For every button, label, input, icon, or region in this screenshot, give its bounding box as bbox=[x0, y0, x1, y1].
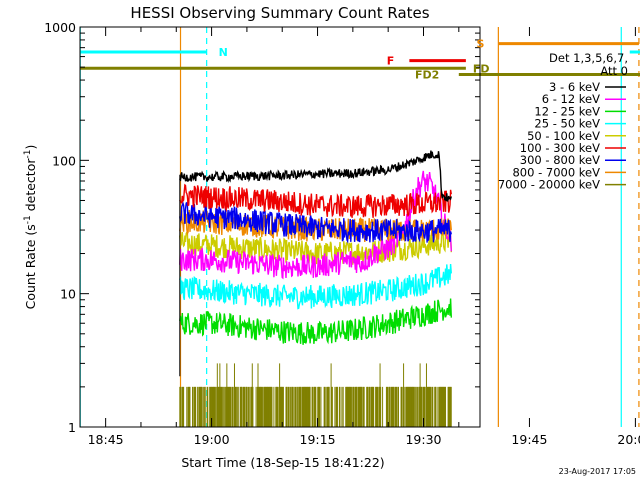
y-axis-label: Count Rate (s-1 detector-1) bbox=[23, 145, 38, 310]
x-tick-label: 19:00 bbox=[194, 432, 230, 447]
series-7000-20000-kev bbox=[179, 363, 452, 427]
legend-label: 100 - 300 keV bbox=[520, 141, 600, 155]
series-100-300-kev bbox=[179, 183, 452, 218]
series-3-6-kev bbox=[179, 150, 452, 202]
legend-label: 6 - 12 keV bbox=[542, 92, 600, 106]
series-6-12-kev bbox=[179, 170, 452, 280]
chart-title: HESSI Observing Summary Count Rates bbox=[130, 4, 429, 22]
x-axis-label: Start Time (18-Sep-15 18:41:22) bbox=[181, 455, 384, 470]
series-300-800-kev bbox=[179, 201, 452, 244]
axis-ticks: 18:4519:0019:1519:3019:4520:0020:1511010… bbox=[44, 20, 640, 447]
state-label-fd2: FD2 bbox=[415, 69, 439, 82]
x-tick-label: 19:45 bbox=[511, 432, 547, 447]
plot-frame bbox=[79, 26, 481, 428]
y-tick-label: 1000 bbox=[44, 20, 76, 35]
legend-label: 25 - 50 keV bbox=[534, 117, 600, 131]
x-tick-label: 19:15 bbox=[300, 432, 336, 447]
legend-label: 12 - 25 keV bbox=[534, 104, 600, 118]
state-label-s: S bbox=[476, 38, 484, 51]
x-tick-label: 19:30 bbox=[405, 432, 441, 447]
instrument-state-lines bbox=[79, 27, 640, 427]
legend-header-detectors: Det 1,3,5,6,7, bbox=[549, 51, 628, 65]
state-label-fd: FD bbox=[473, 62, 490, 75]
state-label-f: F bbox=[387, 55, 395, 68]
state-marker-labels: N S F FD FD2 bbox=[219, 38, 490, 82]
series-25-50-kev bbox=[179, 263, 452, 310]
x-tick-label: 20:00 bbox=[617, 432, 640, 447]
series-50-100-kev bbox=[179, 230, 452, 266]
state-label-n: N bbox=[219, 46, 228, 59]
y-tick-label: 100 bbox=[52, 153, 76, 168]
y-tick-label: 10 bbox=[60, 287, 76, 302]
legend-label: 50 - 100 keV bbox=[527, 129, 600, 143]
legend-label: 7000 - 20000 keV bbox=[498, 178, 600, 192]
legend-label: 3 - 6 keV bbox=[549, 80, 600, 94]
legend-header-attenuator: Att 0 bbox=[600, 64, 628, 78]
y-tick-label: 1 bbox=[68, 420, 76, 435]
legend-label: 800 - 7000 keV bbox=[512, 165, 600, 179]
series-12-25-kev bbox=[179, 298, 452, 345]
legend-label: 300 - 800 keV bbox=[520, 153, 600, 167]
x-tick-label: 18:45 bbox=[88, 432, 124, 447]
series-layer bbox=[179, 150, 452, 427]
footer-timestamp: 23-Aug-2017 17:05 bbox=[559, 467, 636, 476]
